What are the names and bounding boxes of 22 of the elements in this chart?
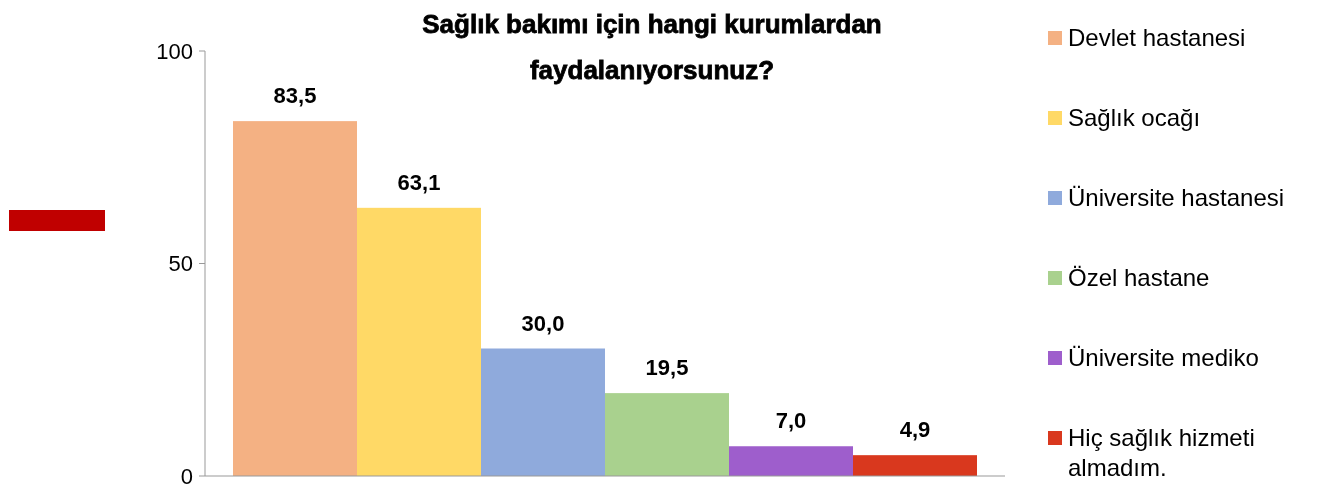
bar [357,207,481,476]
legend-label: Üniversite mediko [1068,344,1259,372]
bar [729,446,853,476]
y-tick-label: 100 [156,38,193,64]
bar [481,348,605,476]
data-label: 63,1 [397,169,441,195]
data-label: 30,0 [521,310,565,336]
bar [853,455,977,476]
data-label: 19,5 [645,355,689,381]
data-label: 7,0 [775,408,807,434]
bar [233,121,357,476]
legend-label: Devlet hastanesi [1068,24,1246,52]
bar [605,393,729,476]
y-tick-label: 0 [180,463,193,489]
legend-label: Üniversite hastanesi [1068,184,1285,212]
data-label: 4,9 [899,417,931,443]
legend-label: Sağlık ocağı [1068,104,1201,132]
legend-label: Hiç sağlık hizmeti almadım. [1068,424,1255,482]
chart-title: Sağlık bakımı için hangi kurumlardan faydalanıyorsunuz? [422,9,882,85]
y-tick-label: 50 [168,251,193,277]
data-label: 83,5 [273,83,317,109]
legend-label: Özel hastane [1068,264,1210,292]
